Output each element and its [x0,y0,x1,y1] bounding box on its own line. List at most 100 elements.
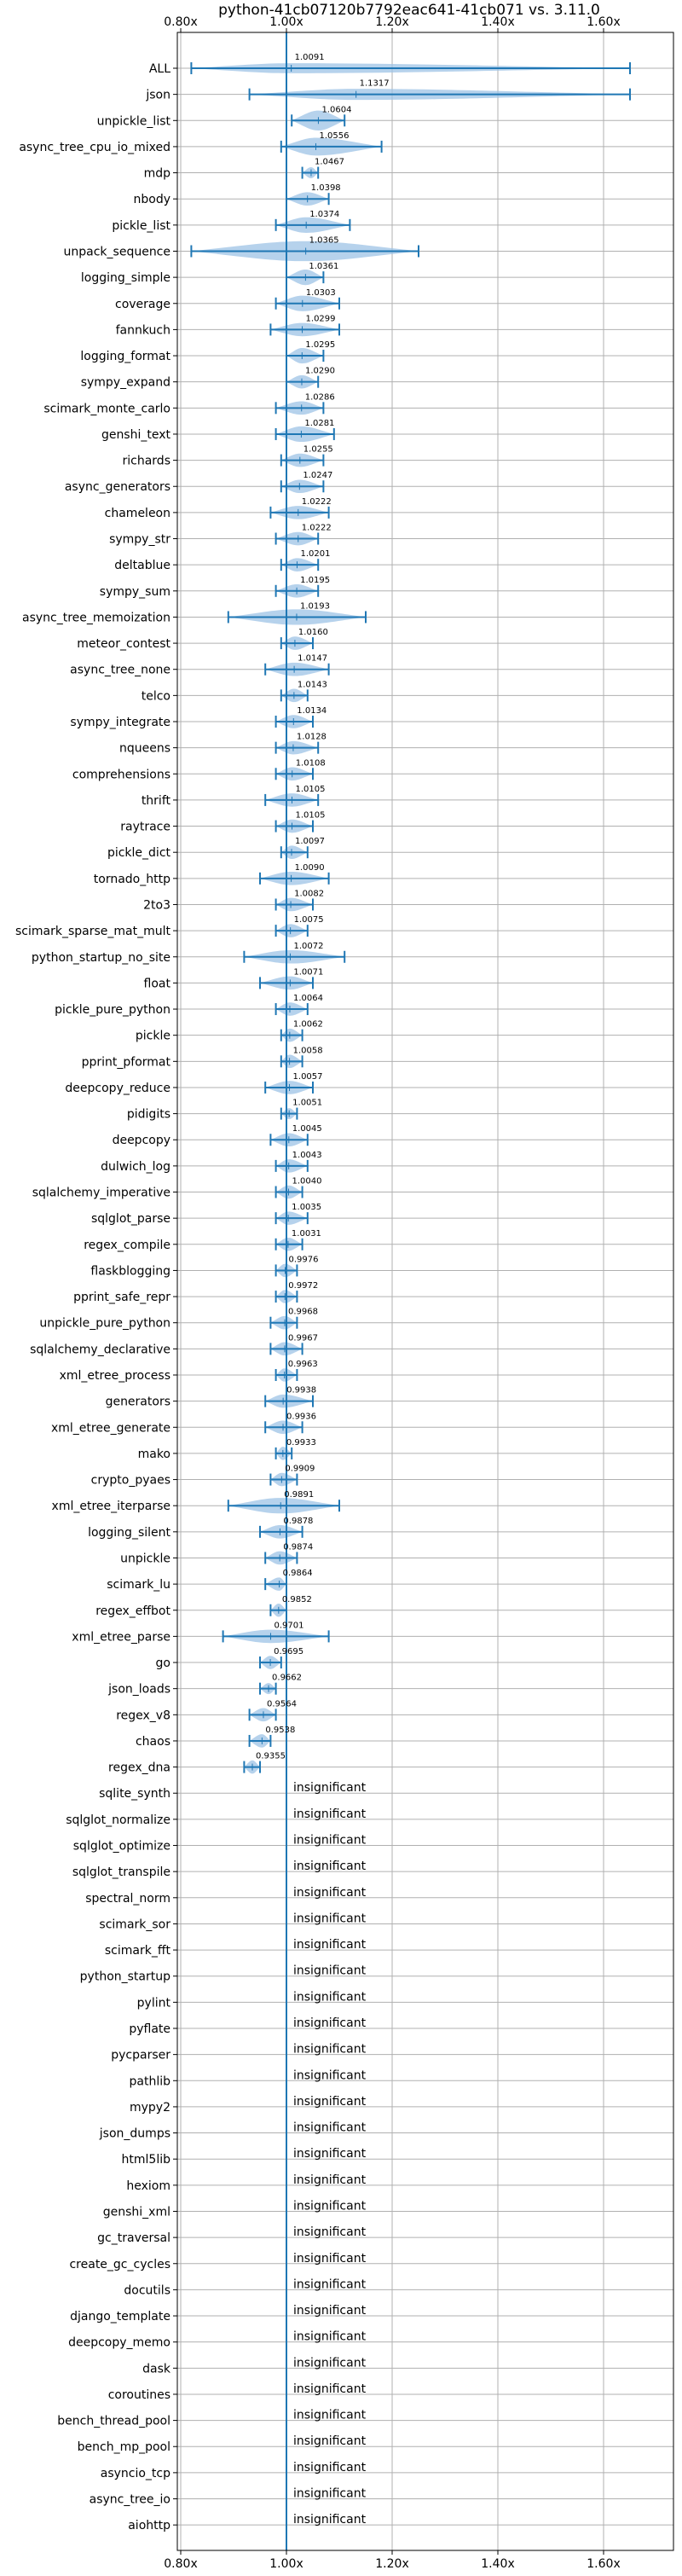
benchmark-name-label: sympy_expand [81,376,170,390]
benchmark-name-label: hexiom [126,2179,170,2193]
benchmark-name-label: sqlglot_optimize [73,1840,170,1854]
value-label: 1.0045 [292,1124,322,1134]
insignificant-label: insignificant [293,1834,367,1848]
insignificant-label: insignificant [293,2330,367,2344]
value-label: 1.0097 [295,837,325,846]
benchmark-name-label: spectral_norm [85,1892,170,1906]
value-label: 0.9878 [283,1517,313,1526]
benchmark-name-label: flaskblogging [90,1264,170,1278]
benchmark-name-label: async_tree_none [70,664,170,677]
benchmark-name-label: generators [106,1395,170,1409]
benchmark-name-label: sqlalchemy_imperative [32,1186,170,1200]
benchmark-name-label: json_loads [107,1683,170,1697]
benchmark-name-label: regex_dna [108,1761,170,1775]
value-label: 0.9976 [289,1255,319,1264]
benchmark-name-label: pylint [137,1996,171,2010]
insignificant-label: insignificant [293,2199,367,2213]
benchmark-name-label: chameleon [105,507,170,520]
x-tick-label-top: 0.80x [164,15,197,29]
value-label: 1.0160 [298,628,328,637]
benchmark-name-label: ALL [149,62,170,76]
benchmark-name-label: nqueens [119,742,170,756]
benchmark-name-label: pprint_safe_repr [73,1291,170,1304]
benchmark-name-label: django_template [70,2310,170,2324]
insignificant-label: insignificant [293,1912,367,1925]
value-label: 0.9938 [286,1386,316,1395]
value-label: 1.0303 [306,288,336,298]
benchmark-name-label: comprehensions [72,768,170,781]
benchmark-name-label: pickle [136,1030,170,1043]
benchmark-name-label: xml_etree_parse [72,1630,170,1644]
value-label: 0.9963 [288,1360,318,1369]
value-label: 1.0058 [293,1046,323,1055]
insignificant-label: insignificant [293,2434,367,2448]
benchmark-name-label: sympy_integrate [70,716,170,729]
benchmark-name-label: async_tree_cpu_io_mixed [19,141,170,154]
value-label: 0.9936 [286,1412,316,1421]
insignificant-label: insignificant [293,2461,367,2474]
benchmark-name-label: deepcopy_memo [68,2336,170,2350]
benchmark-name-label: docutils [124,2283,170,2297]
insignificant-label: insignificant [293,2382,367,2396]
value-label: 1.1317 [360,79,390,89]
benchmark-name-label: scimark_monte_carlo [43,402,170,415]
benchmark-name-label: richards [123,455,171,468]
value-label: 1.0057 [293,1072,323,1082]
benchmark-name-label: chaos [136,1735,170,1749]
value-label: 0.9891 [284,1490,314,1500]
benchmark-name-label: dask [142,2362,171,2376]
benchmark-name-label: xml_etree_generate [51,1421,170,1435]
benchmark-name-label: pathlib [130,2074,171,2088]
value-label: 1.0361 [309,262,338,271]
benchmark-name-label: scimark_fft [105,1944,171,1958]
value-label: 1.0556 [319,131,349,141]
value-label: 1.0035 [292,1203,321,1212]
value-label: 1.0398 [311,183,341,193]
plot-frame [176,32,674,2551]
insignificant-label: insignificant [293,2121,367,2135]
value-label: 1.0105 [296,785,326,794]
value-label: 1.0064 [293,994,323,1003]
violin-layer [190,32,631,2550]
benchmark-name-label: unpickle [120,1552,170,1565]
benchmark-name-label: telco [142,689,170,703]
benchmark-name-label: pycparser [111,2049,170,2063]
benchmark-name-label: bench_mp_pool [78,2440,170,2454]
benchmark-name-label: json_dumps [99,2127,170,2141]
benchmark-name-label: pickle_dict [107,846,171,860]
value-label: 1.0134 [297,706,327,716]
benchmark-name-label: logging_silent [88,1526,170,1540]
value-label: 1.0247 [303,471,332,480]
insignificant-label: insignificant [293,2095,367,2109]
value-label: 1.0222 [302,524,332,533]
insignificant-label: insignificant [293,2409,367,2422]
insignificant-label: insignificant [293,2173,367,2187]
value-label: 1.0286 [305,392,335,402]
benchmark-name-label: scimark_lu [107,1578,170,1592]
value-label: 1.0374 [309,210,339,219]
benchmark-name-label: regex_v8 [116,1709,170,1722]
benchmark-name-label: 2to3 [143,898,170,912]
value-label: 1.0072 [293,942,323,951]
benchmark-name-label: raytrace [120,821,170,834]
insignificant-label: insignificant [293,1886,367,1900]
value-label: 1.0143 [298,680,327,689]
benchmark-name-label: scimark_sparse_mat_mult [15,925,170,938]
value-label: 1.0222 [302,497,332,507]
benchmark-name-label: asyncio_tcp [101,2467,170,2480]
chart-title: python-41cb07120b7792eac641-41cb071 vs. … [218,2,600,19]
value-label: 0.9909 [285,1465,315,1474]
benchmark-name-label: async_tree_io [90,2493,170,2507]
benchmark-name-label: regex_compile [84,1239,170,1252]
insignificant-label: insignificant [293,2277,367,2291]
value-label: 1.0128 [297,733,327,742]
value-label: 1.0255 [303,445,333,455]
value-label: 0.9355 [256,1752,286,1761]
value-label: 1.0604 [321,105,351,114]
benchmark-name-label: logging_simple [81,271,170,285]
benchmark-name-label: meteor_contest [77,637,170,651]
benchmark-name-label: bench_thread_pool [57,2415,170,2428]
insignificant-label: insignificant [293,1807,367,1821]
benchmark-name-label: nbody [134,193,171,206]
benchmark-name-label: mypy2 [130,2101,170,2115]
